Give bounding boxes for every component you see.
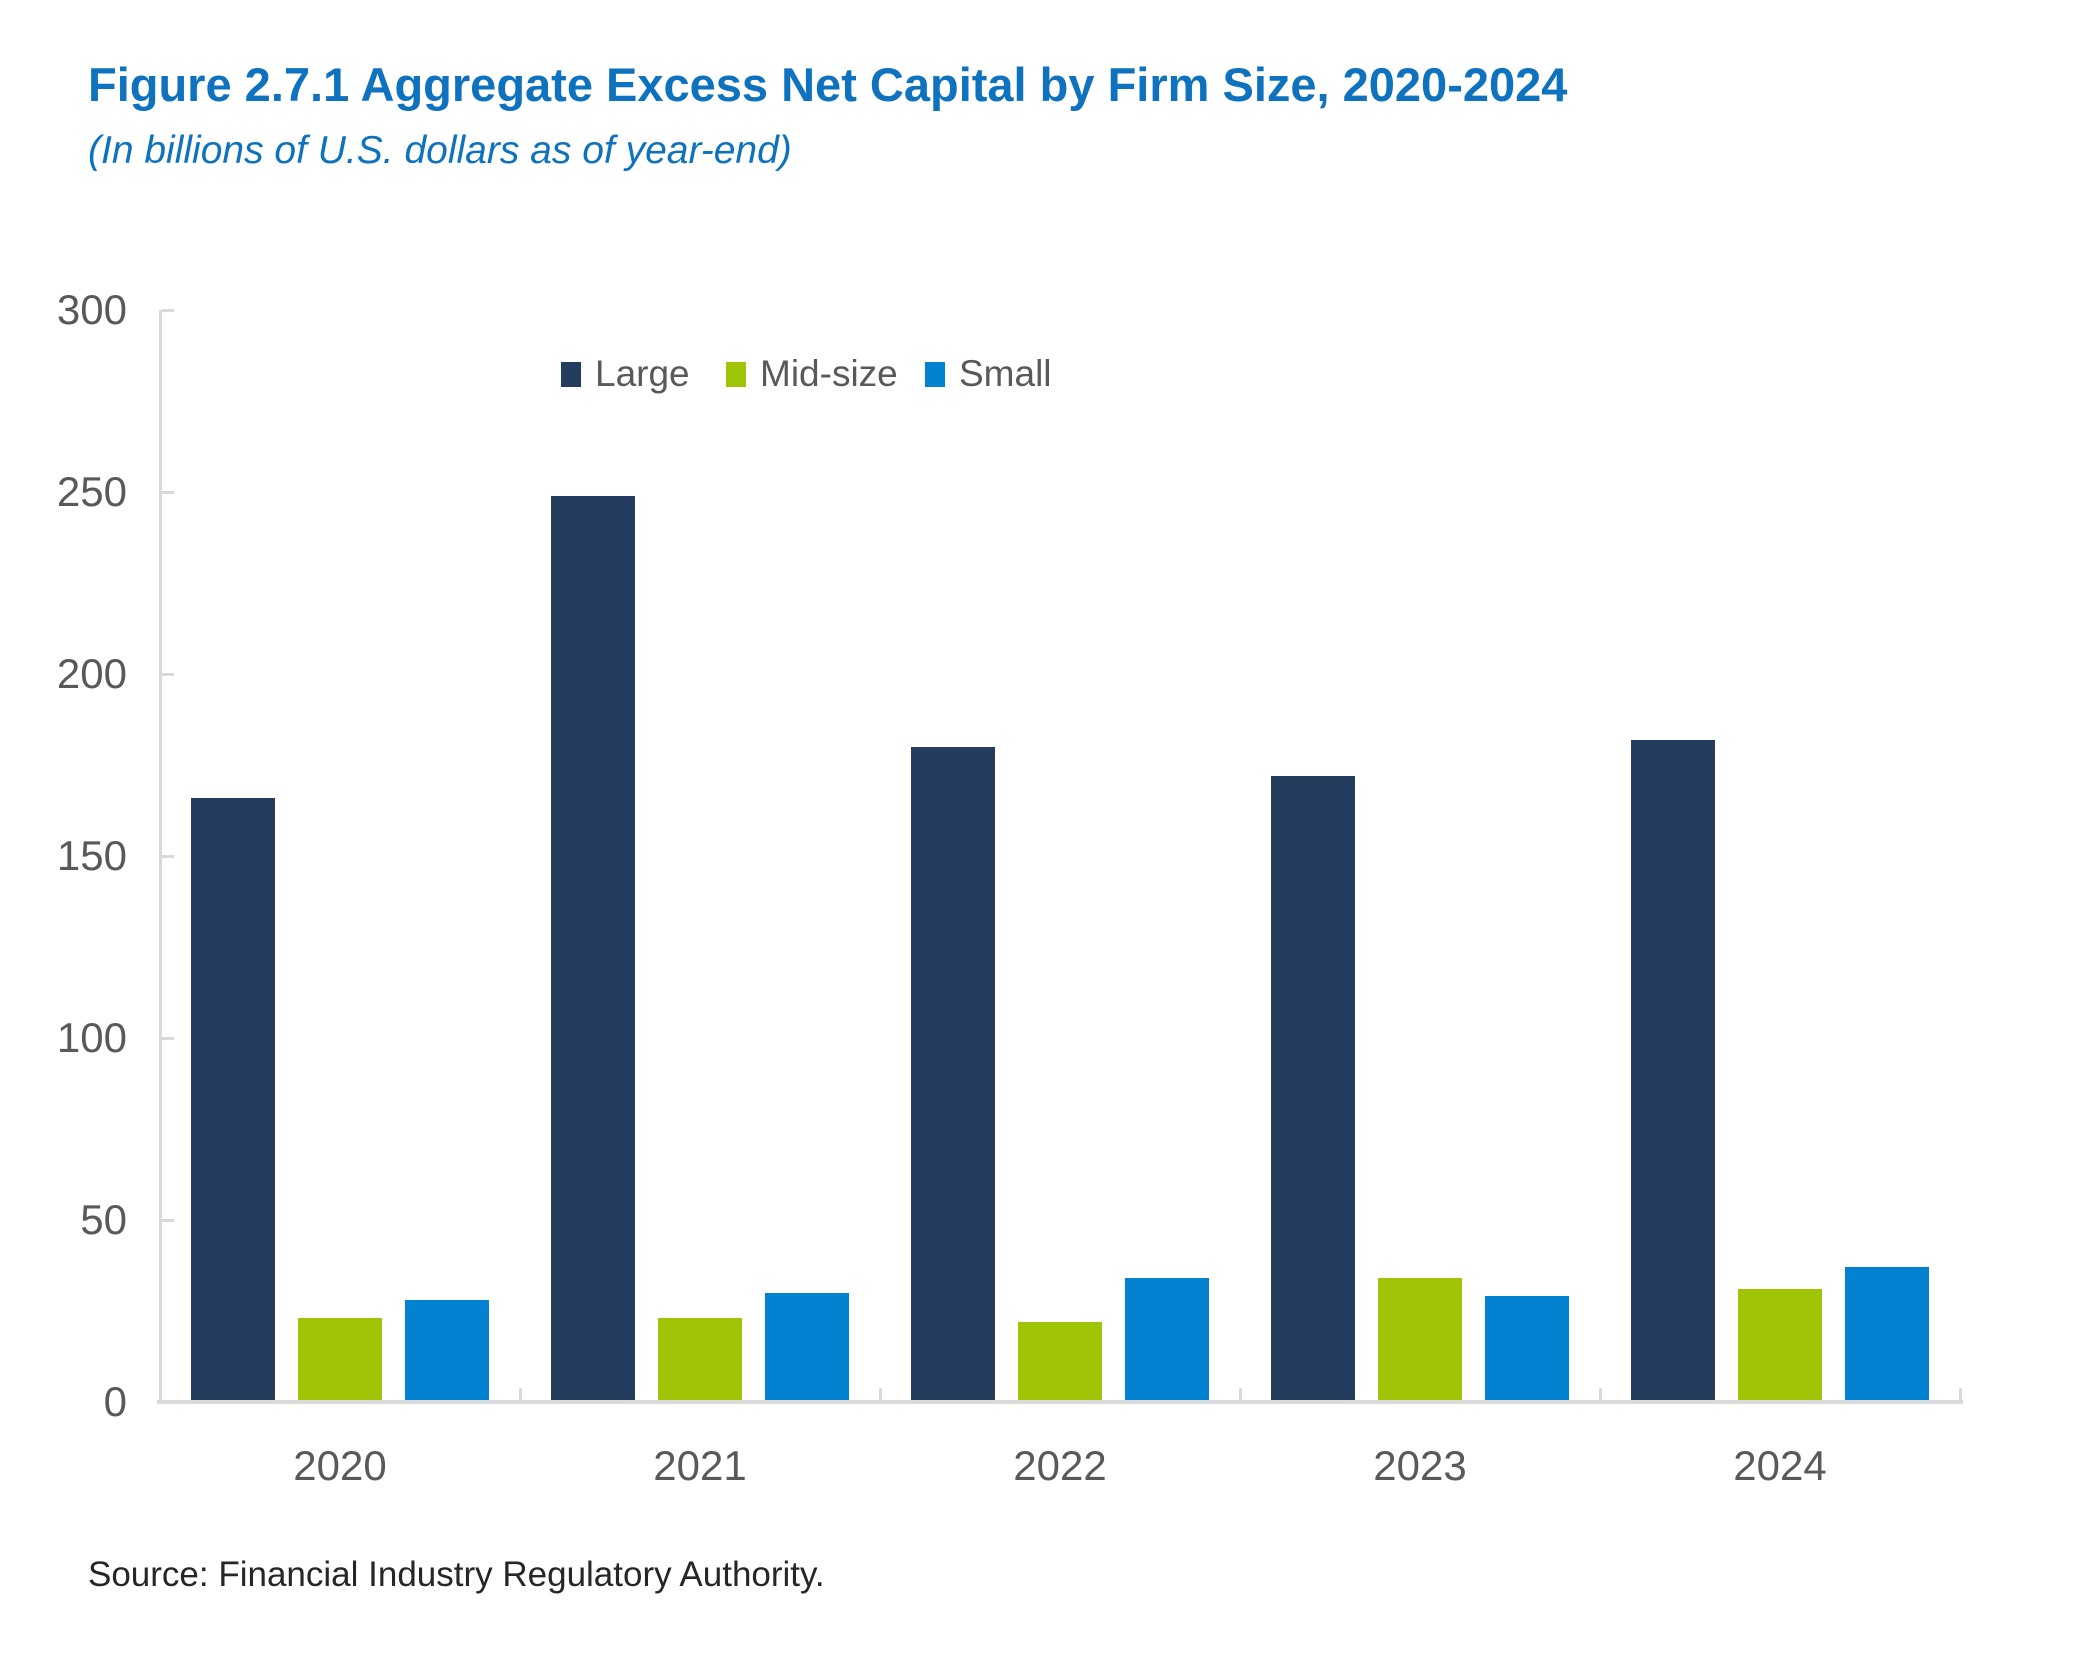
y-tick-label: 0	[103, 1378, 127, 1425]
bar-small-2021	[765, 1292, 849, 1402]
y-tick-label: 50	[80, 1196, 127, 1243]
bar-small-2023	[1485, 1296, 1569, 1402]
y-axis	[159, 310, 162, 1402]
bar-mid-size-2022	[1018, 1321, 1102, 1402]
y-tick-label: 150	[56, 832, 127, 879]
bar-mid-size-2023	[1378, 1278, 1462, 1402]
x-tick-label: 2021	[653, 1442, 747, 1489]
x-tick-mark	[879, 1388, 882, 1402]
figure-title: Figure 2.7.1 Aggregate Excess Net Capita…	[88, 58, 1568, 111]
x-tick-label: 2023	[1373, 1442, 1467, 1489]
legend-label: Small	[959, 353, 1052, 394]
legend-label: Large	[595, 353, 690, 394]
legend-item-small: Small	[925, 353, 1052, 394]
x-tick-mark	[1959, 1388, 1962, 1402]
figure-subtitle: (In billions of U.S. dollars as of year-…	[88, 129, 792, 172]
source-note: Source: Financial Industry Regulatory Au…	[88, 1555, 825, 1594]
y-tick-mark	[162, 1037, 174, 1040]
legend-swatch-large	[561, 361, 581, 387]
y-tick-label: 100	[56, 1014, 127, 1061]
bar-small-2024	[1845, 1267, 1929, 1402]
y-tick-mark	[162, 1219, 174, 1222]
x-tick-label: 2022	[1013, 1442, 1107, 1489]
legend-item-mid-size: Mid-size	[726, 353, 898, 394]
x-tick-mark	[1239, 1388, 1242, 1402]
bar-large-2022	[911, 746, 995, 1402]
bar-large-2020	[191, 797, 275, 1402]
x-axis	[157, 1400, 1963, 1404]
y-tick-label: 200	[56, 650, 127, 697]
y-tick-mark	[162, 855, 174, 858]
x-tick-label: 2020	[293, 1442, 387, 1489]
bar-mid-size-2024	[1738, 1289, 1822, 1402]
bar-mid-size-2021	[658, 1318, 742, 1402]
y-tick-mark	[162, 491, 174, 494]
bar-small-2020	[405, 1300, 489, 1402]
y-tick-label: 300	[56, 286, 127, 333]
bar-mid-size-2020	[298, 1318, 382, 1402]
y-tick-mark	[162, 309, 174, 312]
x-tick-mark	[519, 1388, 522, 1402]
legend-label: Mid-size	[760, 353, 898, 394]
x-tick-mark	[1599, 1388, 1602, 1402]
legend-swatch-mid-size	[726, 361, 746, 387]
y-tick-mark	[162, 673, 174, 676]
bar-large-2024	[1631, 739, 1715, 1402]
bar-small-2022	[1125, 1278, 1209, 1402]
bar-large-2023	[1271, 775, 1355, 1402]
bar-large-2021	[551, 495, 635, 1402]
y-tick-label: 250	[56, 468, 127, 515]
legend-item-large: Large	[561, 353, 690, 394]
legend-swatch-small	[925, 361, 945, 387]
x-tick-label: 2024	[1733, 1442, 1827, 1489]
